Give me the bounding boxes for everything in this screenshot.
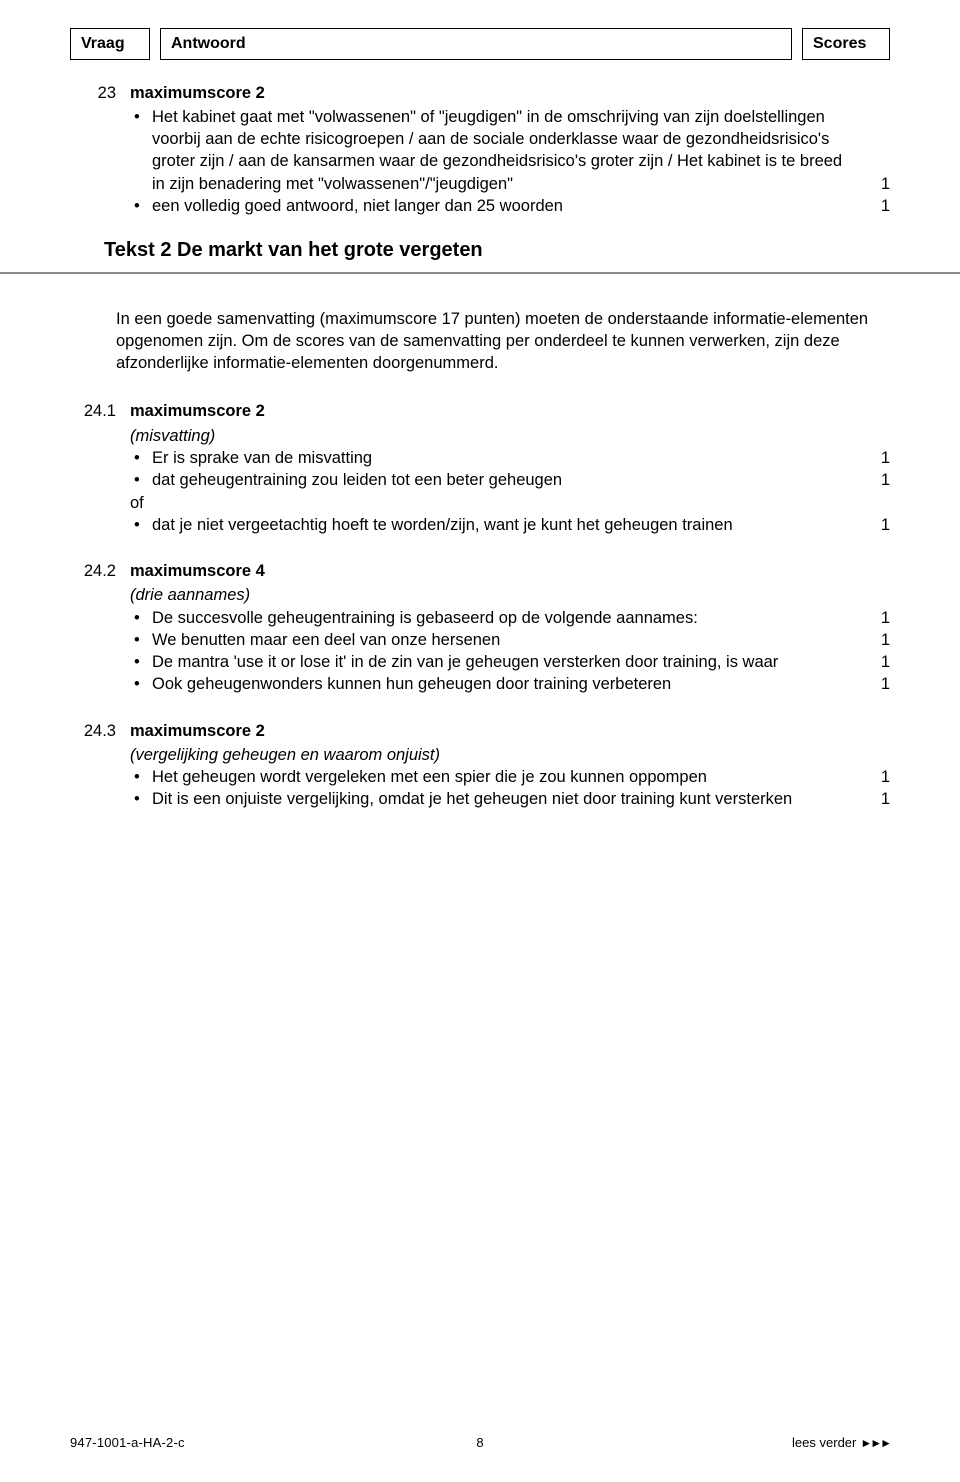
bullet-text: een volledig goed antwoord, niet langer … xyxy=(152,195,850,217)
bullet-text: Het kabinet gaat met "volwassenen" of "j… xyxy=(152,106,850,195)
bullet-item: Het kabinet gaat met "volwassenen" of "j… xyxy=(130,106,890,195)
bullet-list: Het kabinet gaat met "volwassenen" of "j… xyxy=(130,106,890,217)
bullet-item: Het geheugen wordt vergeleken met een sp… xyxy=(130,766,890,788)
header-antwoord: Antwoord xyxy=(160,28,792,60)
score: 1 xyxy=(850,766,890,788)
score: 1 xyxy=(850,173,890,195)
bullet-item: Dit is een onjuiste vergelijking, omdat … xyxy=(130,788,890,810)
question-24-1: 24.1 maximumscore 2 (misvatting) Er is s… xyxy=(70,400,890,536)
bullet-text: We benutten maar een deel van onze herse… xyxy=(152,629,850,651)
question-subtitle: (vergelijking geheugen en waarom onjuist… xyxy=(130,744,890,766)
question-body: maximumscore 4 (drie aannames) De succes… xyxy=(130,560,890,696)
bullet-item: De succesvolle geheugentraining is gebas… xyxy=(130,607,890,629)
header-vraag: Vraag xyxy=(70,28,150,60)
bullet-text: dat je niet vergeetachtig hoeft te worde… xyxy=(152,514,850,536)
bullet-text: Ook geheugenwonders kunnen hun geheugen … xyxy=(152,673,850,695)
question-23: 23 maximumscore 2 Het kabinet gaat met "… xyxy=(70,82,890,218)
bullet-text: De succesvolle geheugentraining is gebas… xyxy=(152,607,850,629)
question-body: maximumscore 2 Het kabinet gaat met "vol… xyxy=(130,82,890,218)
intro-paragraph: In een goede samenvatting (maximumscore … xyxy=(116,308,890,375)
score: 1 xyxy=(850,195,890,217)
score: 1 xyxy=(850,673,890,695)
footer-page-number: 8 xyxy=(476,1434,483,1452)
footer-code: 947-1001-a-HA-2-c xyxy=(70,1434,185,1452)
question-subtitle: (misvatting) xyxy=(130,425,890,447)
bullet-text: De mantra 'use it or lose it' in de zin … xyxy=(152,651,850,673)
bullet-item: een volledig goed antwoord, niet langer … xyxy=(130,195,890,217)
footer: 947-1001-a-HA-2-c 8 lees verder ►►► xyxy=(70,1434,890,1452)
score: 1 xyxy=(850,788,890,810)
question-body: maximumscore 2 (misvatting) Er is sprake… xyxy=(130,400,890,536)
score: 1 xyxy=(850,469,890,491)
question-title: maximumscore 4 xyxy=(130,560,890,582)
question-title: maximumscore 2 xyxy=(130,82,890,104)
bullet-text: Dit is een onjuiste vergelijking, omdat … xyxy=(152,788,850,810)
bullet-list: Het geheugen wordt vergeleken met een sp… xyxy=(130,766,890,811)
question-24-3: 24.3 maximumscore 2 (vergelijking geheug… xyxy=(70,720,890,811)
section-heading: Tekst 2 De markt van het grote vergeten xyxy=(0,233,960,272)
bullet-list: dat je niet vergeetachtig hoeft te worde… xyxy=(130,514,890,536)
header-row: Vraag Antwoord Scores xyxy=(70,28,890,60)
bullet-list: De succesvolle geheugentraining is gebas… xyxy=(130,607,890,696)
question-body: maximumscore 2 (vergelijking geheugen en… xyxy=(130,720,890,811)
arrow-icon: ►►► xyxy=(860,1435,890,1451)
bullet-item: We benutten maar een deel van onze herse… xyxy=(130,629,890,651)
section-rule xyxy=(0,272,960,274)
bullet-item: De mantra 'use it or lose it' in de zin … xyxy=(130,651,890,673)
score: 1 xyxy=(850,447,890,469)
question-number: 23 xyxy=(70,82,130,218)
footer-right: lees verder ►►► xyxy=(792,1434,890,1452)
header-scores: Scores xyxy=(802,28,890,60)
score: 1 xyxy=(850,651,890,673)
bullet-text: Er is sprake van de misvatting xyxy=(152,447,850,469)
question-title: maximumscore 2 xyxy=(130,720,890,742)
bullet-item: Er is sprake van de misvatting 1 xyxy=(130,447,890,469)
question-title: maximumscore 2 xyxy=(130,400,890,422)
question-subtitle: (drie aannames) xyxy=(130,584,890,606)
question-number: 24.1 xyxy=(70,400,130,536)
question-number: 24.3 xyxy=(70,720,130,811)
of-label: of xyxy=(130,492,890,514)
question-number: 24.2 xyxy=(70,560,130,696)
footer-next-label: lees verder xyxy=(792,1434,856,1452)
section-heading-wrap: Tekst 2 De markt van het grote vergeten xyxy=(0,233,960,274)
page: Vraag Antwoord Scores 23 maximumscore 2 … xyxy=(0,0,960,1482)
bullet-item: dat je niet vergeetachtig hoeft te worde… xyxy=(130,514,890,536)
bullet-item: dat geheugentraining zou leiden tot een … xyxy=(130,469,890,491)
bullet-text: dat geheugentraining zou leiden tot een … xyxy=(152,469,850,491)
bullet-list: Er is sprake van de misvatting 1 dat geh… xyxy=(130,447,890,492)
question-24-2: 24.2 maximumscore 4 (drie aannames) De s… xyxy=(70,560,890,696)
score: 1 xyxy=(850,607,890,629)
bullet-item: Ook geheugenwonders kunnen hun geheugen … xyxy=(130,673,890,695)
bullet-text: Het geheugen wordt vergeleken met een sp… xyxy=(152,766,850,788)
score: 1 xyxy=(850,514,890,536)
score: 1 xyxy=(850,629,890,651)
